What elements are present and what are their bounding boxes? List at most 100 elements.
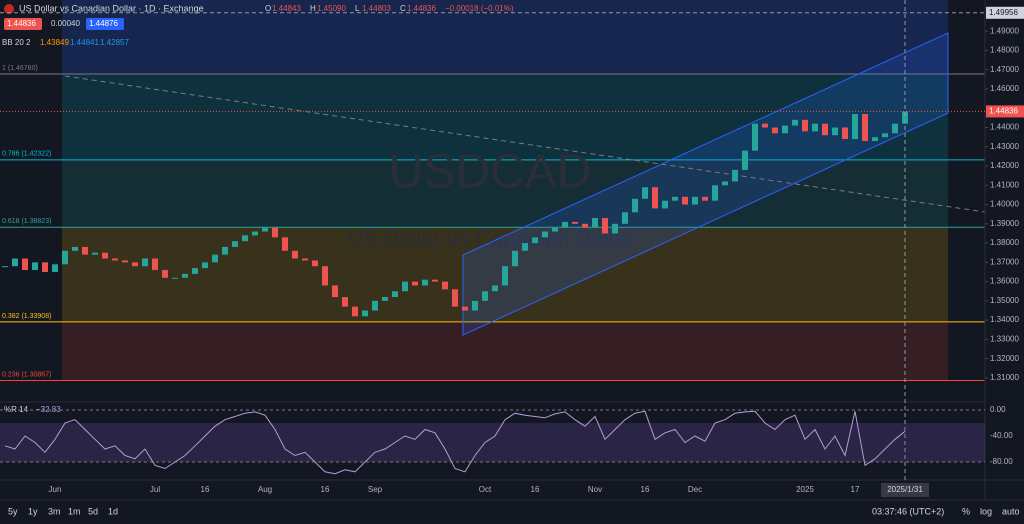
y-tick-label: 1.47000 xyxy=(990,65,1019,74)
candle xyxy=(112,258,118,261)
candle xyxy=(442,281,448,290)
bb-value: 1.43849 xyxy=(40,38,69,47)
candle xyxy=(822,123,828,136)
clock: 03:37:46 (UTC+2) xyxy=(872,506,944,516)
crosshair-price-label: 1.49956 xyxy=(989,8,1018,17)
candle xyxy=(772,127,778,134)
chart-title[interactable]: US Dollar vs Canadian Dollar · 1D · Exch… xyxy=(19,3,204,13)
x-tick-label: 17 xyxy=(851,485,860,494)
candle xyxy=(272,227,278,238)
x-tick-label: 16 xyxy=(201,485,210,494)
scale-option[interactable]: % xyxy=(962,506,970,516)
candle xyxy=(462,306,468,311)
x-tick-label: Nov xyxy=(588,485,602,494)
candle xyxy=(622,212,628,224)
fib-label: 1 (1.46780) xyxy=(2,65,38,72)
y-tick-label: 1.39000 xyxy=(990,219,1019,228)
indicator-tick-label: 0.00 xyxy=(990,405,1006,414)
ohlc-label: L xyxy=(355,4,360,13)
candle xyxy=(322,266,328,286)
candle xyxy=(182,273,188,278)
ohlc-label: C xyxy=(400,4,406,13)
y-tick-label: 1.37000 xyxy=(990,257,1019,266)
candle xyxy=(82,246,88,255)
candle xyxy=(12,258,18,267)
y-tick-label: 1.35000 xyxy=(990,296,1019,305)
candle xyxy=(52,264,58,272)
candle xyxy=(262,227,268,232)
candle xyxy=(312,260,318,267)
candles xyxy=(2,111,908,317)
candle xyxy=(662,200,668,209)
candle xyxy=(292,250,298,259)
candle xyxy=(782,125,788,134)
ohlc-value: 1.44836 xyxy=(407,4,436,13)
candle xyxy=(752,123,758,151)
candle xyxy=(672,196,678,201)
fib-label: 0.236 (1.30867) xyxy=(2,371,51,378)
indicator-line xyxy=(4,410,906,475)
quote-text: 1.44836 xyxy=(7,19,36,28)
candle xyxy=(652,187,658,209)
candle xyxy=(92,252,98,255)
x-tick-label: Aug xyxy=(258,485,272,494)
scale-option[interactable]: auto xyxy=(1002,506,1020,516)
y-tick-label: 1.33000 xyxy=(990,335,1019,344)
x-tick-label: 2025 xyxy=(796,485,814,494)
candle xyxy=(2,266,8,268)
fib-zone xyxy=(62,321,948,381)
candle xyxy=(842,127,848,140)
indicator-zone xyxy=(0,422,985,463)
candle xyxy=(692,196,698,205)
y-tick-label: 1.38000 xyxy=(990,238,1019,247)
candle xyxy=(62,250,68,265)
y-tick-label: 1.31000 xyxy=(990,373,1019,382)
range-button[interactable]: 1m xyxy=(68,506,81,516)
ohlc-label: H xyxy=(310,4,316,13)
fib-label: 0.786 (1.42322) xyxy=(2,151,51,158)
candle xyxy=(632,198,638,213)
candle xyxy=(192,268,198,274)
candle xyxy=(682,196,688,205)
candle xyxy=(482,291,488,301)
candle xyxy=(132,262,138,267)
candle xyxy=(152,258,158,271)
y-tick-label: 1.32000 xyxy=(990,354,1019,363)
candle xyxy=(572,221,578,224)
fib-zone xyxy=(62,159,948,228)
candle xyxy=(402,281,408,292)
candle xyxy=(612,223,618,234)
candle xyxy=(642,187,648,199)
candle xyxy=(212,254,218,263)
range-button[interactable]: 1y xyxy=(28,506,38,516)
range-button[interactable]: 3m xyxy=(48,506,61,516)
candle xyxy=(902,111,908,124)
candle xyxy=(202,262,208,269)
candle xyxy=(852,114,858,140)
x-tick-label: Sep xyxy=(368,485,383,494)
candle xyxy=(162,270,168,278)
candle xyxy=(542,231,548,238)
ohlc-value: 1.44803 xyxy=(362,4,391,13)
fib-zone xyxy=(62,73,948,160)
range-button[interactable]: 5d xyxy=(88,506,98,516)
candle xyxy=(42,262,48,272)
ohlc-value: 1.45090 xyxy=(317,4,346,13)
y-tick-label: 1.48000 xyxy=(990,46,1019,55)
candle xyxy=(352,306,358,317)
range-button[interactable]: 1d xyxy=(108,506,118,516)
last-price-label: 1.44836 xyxy=(989,107,1018,116)
scale-option[interactable]: log xyxy=(980,506,992,516)
y-tick-label: 1.42000 xyxy=(990,161,1019,170)
candle xyxy=(392,291,398,298)
quote-box xyxy=(4,18,42,30)
candle xyxy=(812,123,818,132)
range-button[interactable]: 5y xyxy=(8,506,18,516)
y-tick-label: 1.43000 xyxy=(990,142,1019,151)
candle xyxy=(702,196,708,201)
bb-label[interactable]: BB 20 2 xyxy=(2,38,31,47)
candle xyxy=(832,127,838,136)
candle xyxy=(222,246,228,255)
candle xyxy=(592,218,598,228)
indicator-title[interactable]: %R 14 xyxy=(4,405,29,414)
